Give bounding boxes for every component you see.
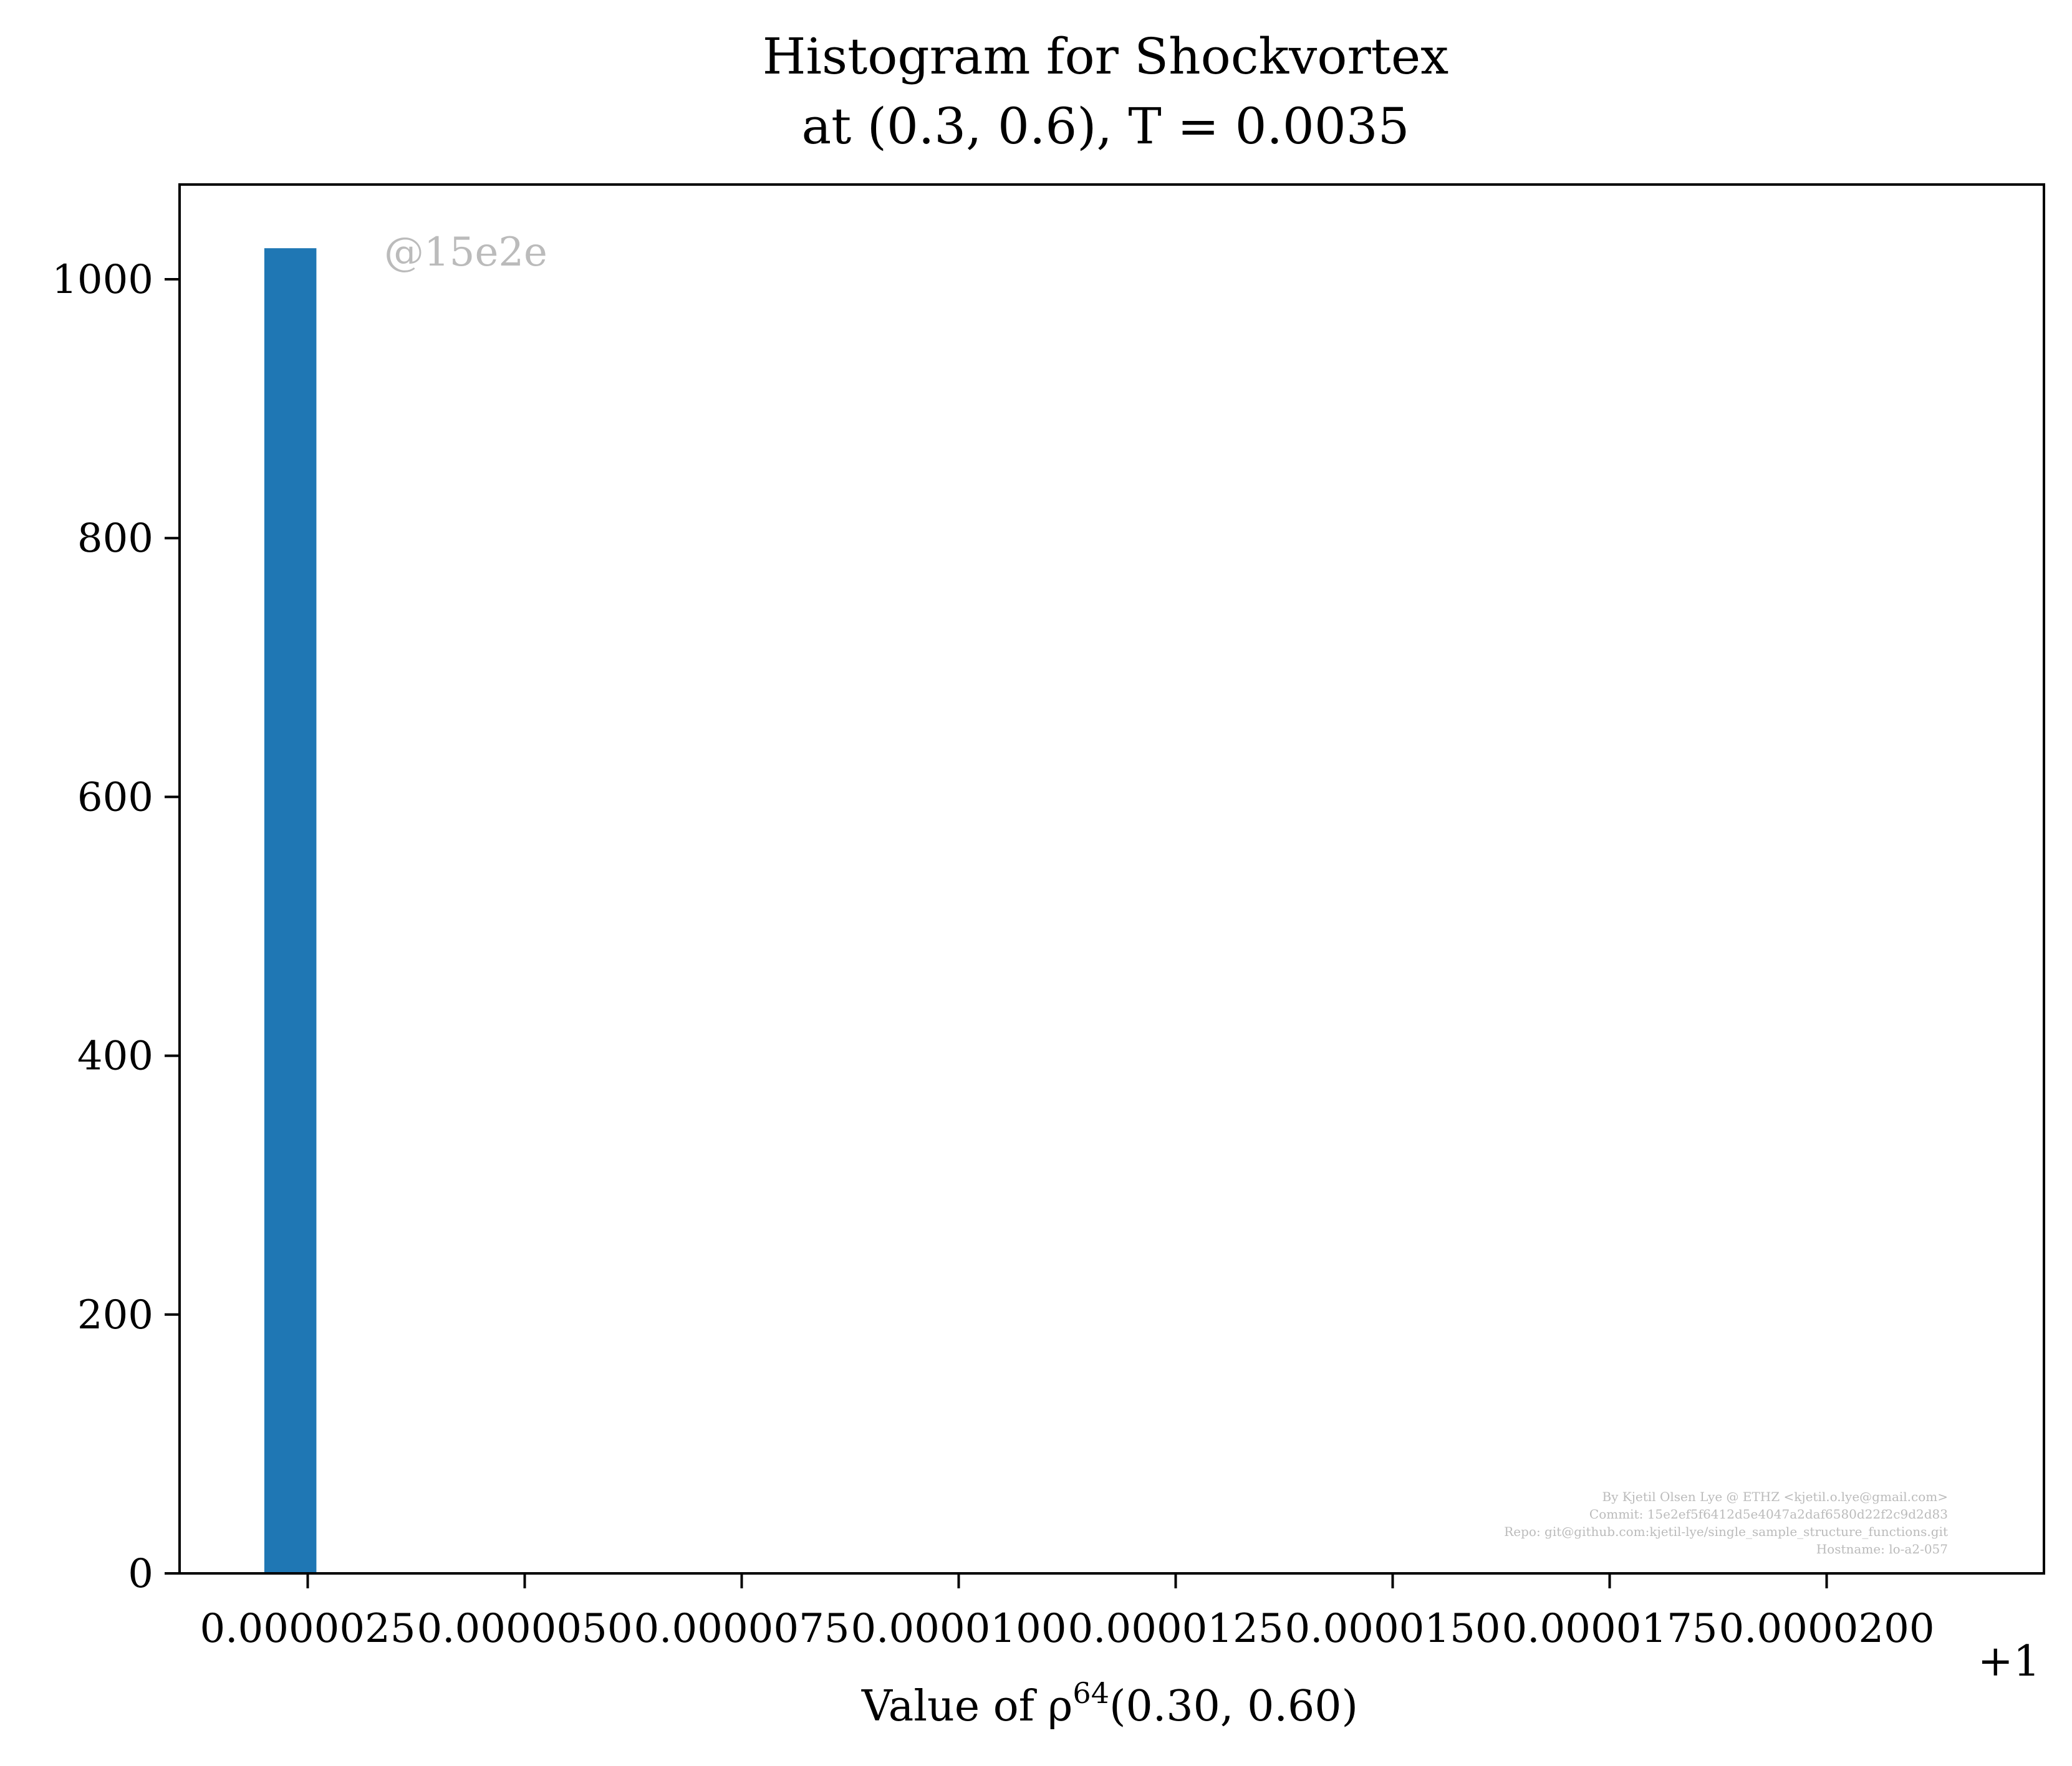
- x-tick-label: 0.0000175: [1501, 1606, 1717, 1652]
- credit-line-4: Hostname: lo-a2-057: [1816, 1542, 1948, 1557]
- y-tick-label: 1000: [52, 257, 153, 303]
- x-tick-label: 0.0000125: [1067, 1606, 1283, 1652]
- credit-line-2: Commit: 15e2ef5f6412d5e4047a2daf6580d22f…: [1589, 1507, 1948, 1522]
- y-tick-label: 0: [128, 1551, 153, 1597]
- x-tick-label: 0.0000050: [417, 1606, 632, 1652]
- histogram-bar: [264, 248, 317, 1573]
- y-tick-label: 200: [77, 1292, 153, 1338]
- x-tick-label: 0.0000100: [850, 1606, 1066, 1652]
- credits-block: By Kjetil Olsen Lye @ ETHZ <kjetil.o.lye…: [1504, 1489, 1948, 1557]
- credit-line-3: Repo: git@github.com:kjetil-lye/single_s…: [1504, 1524, 1948, 1539]
- x-axis-label-superscript: 64: [1072, 1676, 1109, 1710]
- x-axis-label-suffix: (0.30, 0.60): [1109, 1682, 1358, 1731]
- y-axis: 0 200 400 600 800 1000: [52, 257, 180, 1597]
- chart-title-line1: Histogram for Shockvortex: [763, 27, 1449, 85]
- watermark: @15e2e: [384, 229, 547, 276]
- y-tick-label: 400: [77, 1034, 153, 1080]
- x-axis-label: Value of ρ64(0.30, 0.60): [861, 1676, 1358, 1731]
- x-tick-label: 0.0000075: [634, 1606, 849, 1652]
- plot-frame: [178, 183, 2045, 1575]
- y-tick-label: 800: [77, 516, 153, 562]
- x-axis: 0.0000025 0.0000050 0.0000075 0.0000100 0.00…: [200, 1573, 1935, 1652]
- credit-line-1: By Kjetil Olsen Lye @ ETHZ <kjetil.o.lye…: [1602, 1489, 1948, 1504]
- y-tick-label: 600: [77, 774, 153, 820]
- x-axis-label-prefix: Value of ρ: [861, 1682, 1073, 1731]
- chart-title-line2: at (0.3, 0.6), T = 0.0035: [801, 97, 1409, 155]
- x-offset-label: +1: [1978, 1637, 2040, 1686]
- x-tick-label: 0.0000025: [200, 1606, 415, 1652]
- plot-area: [264, 248, 317, 1573]
- x-tick-label: 0.0000150: [1284, 1606, 1500, 1652]
- x-tick-label: 0.0000200: [1718, 1606, 1934, 1652]
